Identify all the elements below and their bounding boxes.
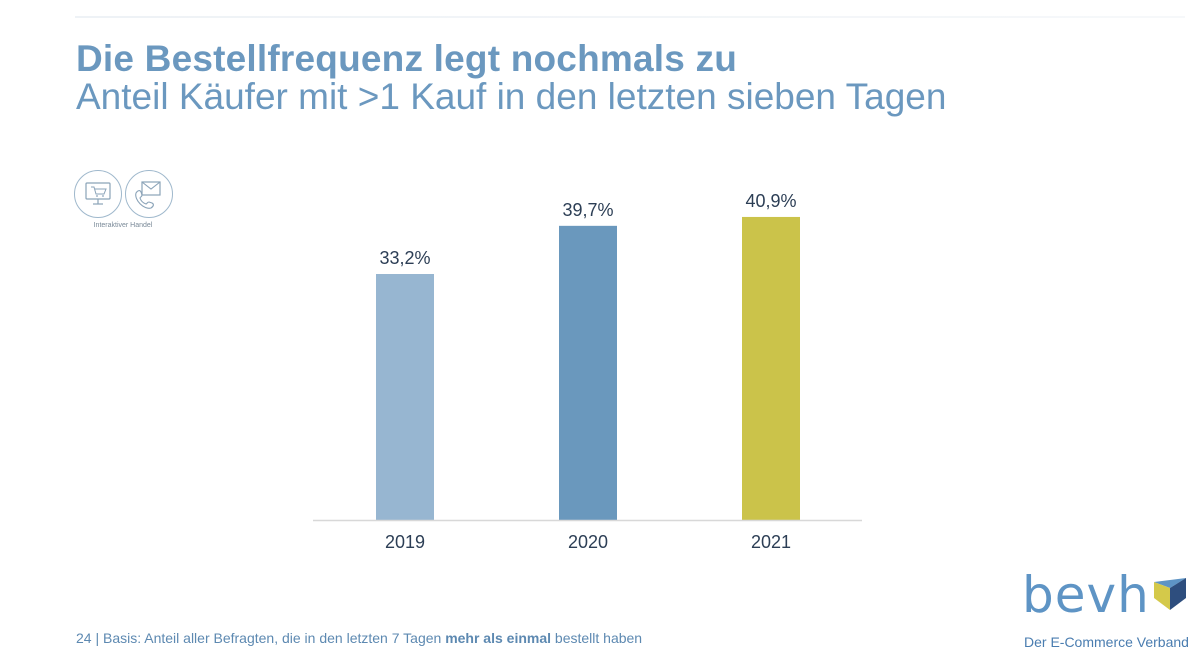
x-tick-2021: 2021 bbox=[751, 532, 791, 552]
bar-2020 bbox=[559, 225, 617, 521]
page-subtitle: Anteil Käufer mit >1 Kauf in den letzten… bbox=[76, 76, 947, 117]
x-tick-2019: 2019 bbox=[385, 532, 425, 552]
channel-icons: Interaktiver Handel bbox=[72, 170, 182, 234]
computer-cart-icon bbox=[74, 170, 122, 218]
logo-tagline: Der E-Commerce Verband bbox=[1024, 634, 1189, 650]
logo-wordmark: bevh bbox=[1022, 566, 1150, 624]
header-rule bbox=[75, 16, 1185, 18]
page-title: Die Bestellfrequenz legt nochmals zu bbox=[76, 38, 738, 79]
channel-label: Interaktiver Handel bbox=[93, 222, 153, 229]
data-label-2019: 33,2% bbox=[379, 248, 430, 268]
bar-2021 bbox=[742, 216, 800, 520]
phone-mail-icon bbox=[125, 170, 173, 218]
bevh-logo: bevh Der E-Commerce Verband bbox=[1022, 566, 1192, 656]
page-number: 24 bbox=[76, 630, 92, 646]
bar-2019 bbox=[376, 274, 434, 520]
data-label-2020: 39,7% bbox=[562, 200, 613, 220]
footer-bold: mehr als einmal bbox=[445, 630, 552, 646]
footer-suffix: bestellt haben bbox=[551, 630, 643, 646]
data-label-2021: 40,9% bbox=[745, 191, 796, 211]
logo-cube-icon bbox=[1154, 578, 1186, 610]
footer-separator: | bbox=[91, 630, 103, 646]
footer-note: 24 | Basis: Anteil aller Befragten, die … bbox=[76, 630, 642, 646]
footer-prefix: Basis: Anteil aller Befragten, die in de… bbox=[103, 630, 446, 646]
x-tick-2020: 2020 bbox=[568, 532, 608, 552]
